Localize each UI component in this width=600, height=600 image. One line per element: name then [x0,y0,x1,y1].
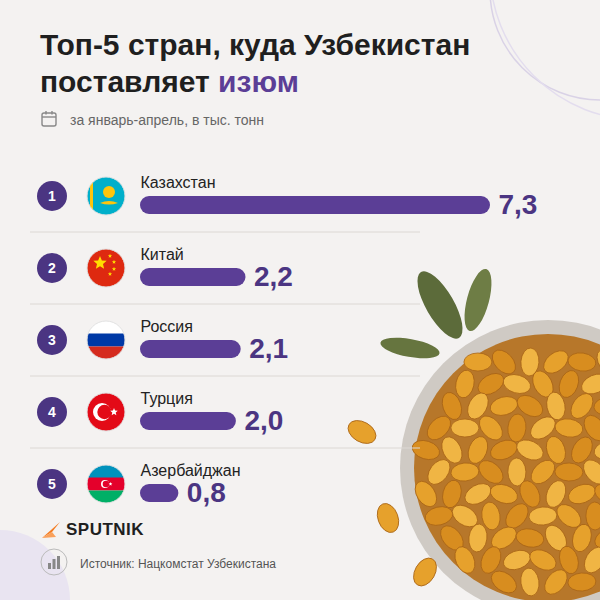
svg-text:2,2: 2,2 [254,261,293,292]
html-text:SPUTNIK: SPUTNIK [66,520,145,539]
svg-text:Казахстан: Казахстан [141,174,216,191]
svg-text:0,8: 0,8 [187,477,226,508]
svg-text:Турция: Турция [141,390,193,407]
svg-text:Россия: Россия [141,318,193,335]
html-text:Источник: Нацкомстат Узбекиста: Источник: Нацкомстат Узбекистана [80,557,276,571]
svg-text:2: 2 [48,260,56,276]
html-text:Топ-5 стран, куда Узбекистан п: Топ-5 стран, куда Узбекистан поставляет … [40,28,471,98]
html-text:за январь-апрель, в тыс. тонн: за январь-апрель, в тыс. тонн [70,112,264,128]
svg-text:1: 1 [48,188,56,204]
svg-text:2,1: 2,1 [249,333,288,364]
svg-text:Китай: Китай [141,246,184,263]
svg-text:2,0: 2,0 [244,405,283,436]
svg-text:3: 3 [48,332,56,348]
svg-text:7,3: 7,3 [499,189,538,220]
svg-text:4: 4 [48,404,56,420]
svg-text:Азербайджан: Азербайджан [141,462,241,479]
svg-text:5: 5 [48,476,56,492]
